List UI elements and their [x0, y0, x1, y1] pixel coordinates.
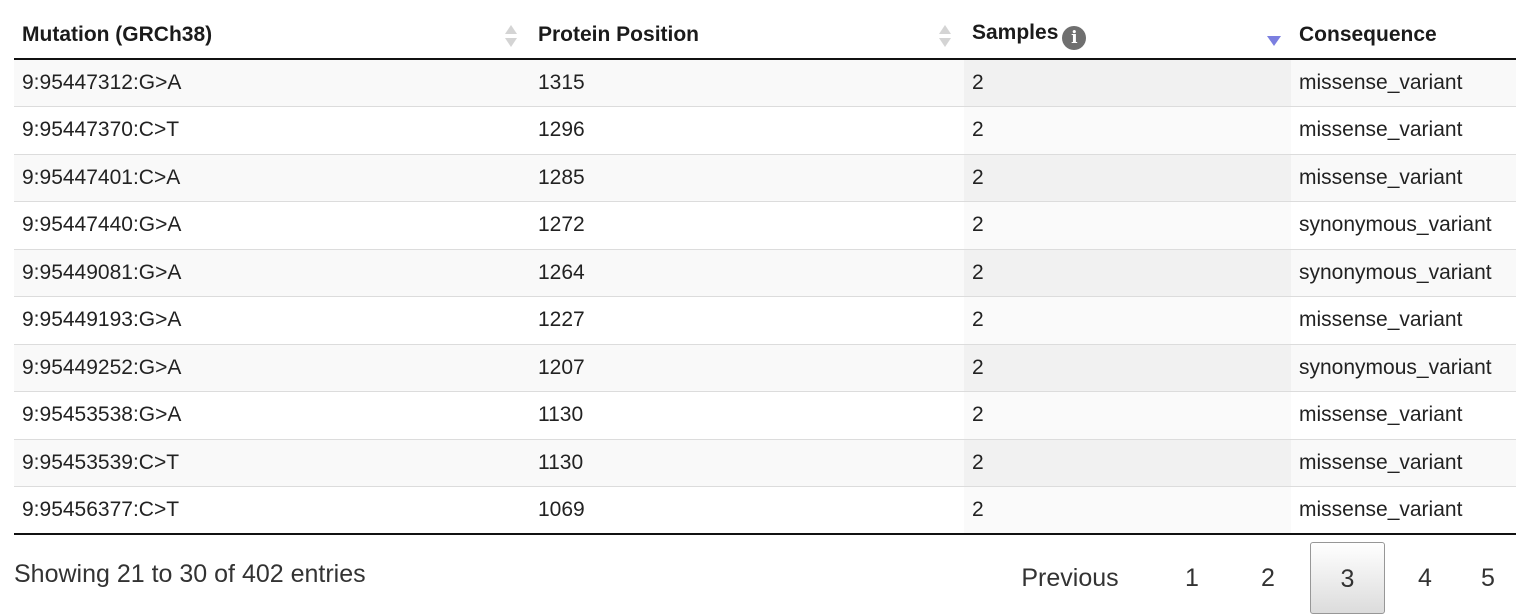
cell-consequence: missense_variant: [1291, 296, 1516, 345]
cell-protein-position: 1207: [530, 344, 964, 392]
table-row: 9:95453538:G>A 1130 2 missense_variant: [14, 391, 1516, 440]
cell-protein-position: 1315: [530, 59, 964, 107]
cell-samples: 2: [964, 201, 1291, 250]
sort-both-icon: [938, 25, 952, 49]
cell-protein-position: 1285: [530, 154, 964, 202]
column-header-consequence-label: Consequence: [1299, 23, 1437, 46]
cell-samples: 2: [964, 249, 1291, 297]
cell-samples: 2: [964, 439, 1291, 487]
column-header-samples[interactable]: Samples i: [964, 12, 1291, 60]
cell-consequence: missense_variant: [1291, 154, 1516, 202]
cell-consequence: missense_variant: [1291, 59, 1516, 107]
table-row: 9:95447370:C>T 1296 2 missense_variant: [14, 106, 1516, 155]
column-header-protein-position[interactable]: Protein Position: [530, 12, 964, 60]
info-icon[interactable]: i: [1062, 25, 1087, 50]
table-info: Showing 21 to 30 of 402 entries: [14, 560, 366, 588]
column-header-protein-position-label: Protein Position: [538, 23, 700, 46]
table-row: 9:95449081:G>A 1264 2 synonymous_variant: [14, 249, 1516, 297]
cell-consequence: synonymous_variant: [1291, 201, 1516, 250]
cell-mutation: 9:95453538:G>A: [14, 391, 530, 440]
cell-samples: 2: [964, 106, 1291, 155]
cell-mutation: 9:95453539:C>T: [14, 439, 530, 487]
pagination-page-button[interactable]: 2: [1261, 564, 1275, 592]
sort-descending-icon: [1267, 36, 1281, 46]
cell-mutation: 9:95449081:G>A: [14, 249, 530, 297]
cell-consequence: synonymous_variant: [1291, 249, 1516, 297]
cell-samples: 2: [964, 486, 1291, 535]
pagination-page-button[interactable]: 5: [1481, 564, 1495, 592]
cell-samples: 2: [964, 59, 1291, 107]
sort-both-icon: [504, 25, 518, 49]
mutations-table: Mutation (GRCh38) Protein Position Sampl…: [14, 12, 1516, 535]
pagination-current-page-button[interactable]: 3: [1310, 542, 1385, 614]
cell-consequence: missense_variant: [1291, 391, 1516, 440]
cell-mutation: 9:95449252:G>A: [14, 344, 530, 392]
cell-mutation: 9:95447312:G>A: [14, 59, 530, 107]
cell-mutation: 9:95449193:G>A: [14, 296, 530, 345]
table-row: 9:95449252:G>A 1207 2 synonymous_variant: [14, 344, 1516, 392]
column-header-samples-label: Samples: [972, 20, 1059, 44]
table-row: 9:95453539:C>T 1130 2 missense_variant: [14, 439, 1516, 487]
cell-protein-position: 1130: [530, 439, 964, 487]
table-row: 9:95456377:C>T 1069 2 missense_variant: [14, 486, 1516, 535]
table-row: 9:95447312:G>A 1315 2 missense_variant: [14, 59, 1516, 107]
column-header-mutation-label: Mutation (GRCh38): [22, 23, 213, 46]
cell-consequence: missense_variant: [1291, 106, 1516, 155]
pagination-page-button[interactable]: 1: [1185, 564, 1199, 592]
cell-protein-position: 1272: [530, 201, 964, 250]
cell-mutation: 9:95456377:C>T: [14, 486, 530, 535]
cell-samples: 2: [964, 154, 1291, 202]
cell-consequence: synonymous_variant: [1291, 344, 1516, 392]
cell-consequence: missense_variant: [1291, 439, 1516, 487]
cell-samples: 2: [964, 296, 1291, 345]
pagination-previous-button[interactable]: Previous: [1021, 564, 1119, 592]
cell-protein-position: 1296: [530, 106, 964, 155]
header-row: Mutation (GRCh38) Protein Position Sampl…: [14, 12, 1516, 60]
cell-protein-position: 1264: [530, 249, 964, 297]
cell-protein-position: 1227: [530, 296, 964, 345]
column-header-mutation[interactable]: Mutation (GRCh38): [14, 12, 530, 60]
column-header-consequence[interactable]: Consequence: [1291, 12, 1516, 60]
cell-mutation: 9:95447440:G>A: [14, 201, 530, 250]
table-row: 9:95447440:G>A 1272 2 synonymous_variant: [14, 201, 1516, 250]
cell-samples: 2: [964, 391, 1291, 440]
pagination-page-button[interactable]: 4: [1418, 564, 1432, 592]
table-row: 9:95449193:G>A 1227 2 missense_variant: [14, 296, 1516, 345]
cell-consequence: missense_variant: [1291, 486, 1516, 535]
table-row: 9:95447401:C>A 1285 2 missense_variant: [14, 154, 1516, 202]
cell-protein-position: 1130: [530, 391, 964, 440]
cell-mutation: 9:95447401:C>A: [14, 154, 530, 202]
table-body: 9:95447312:G>A 1315 2 missense_variant 9:954…: [14, 59, 1516, 535]
cell-mutation: 9:95447370:C>T: [14, 106, 530, 155]
cell-protein-position: 1069: [530, 486, 964, 535]
cell-samples: 2: [964, 344, 1291, 392]
